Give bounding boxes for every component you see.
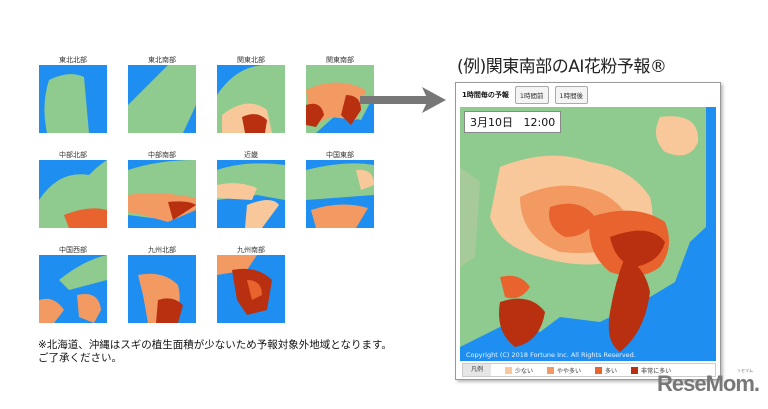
- region-thumbnail[interactable]: 東北北部: [38, 55, 108, 133]
- legend-item: やや多い: [547, 366, 581, 375]
- region-map: [39, 65, 107, 133]
- region-label: 東北南部: [148, 56, 176, 64]
- copyright: Copyright (C) 2018 Fortune Inc. All Righ…: [466, 351, 636, 359]
- note-line-2: ご了承ください。: [38, 352, 122, 364]
- region-thumbnail[interactable]: 関東南部: [305, 55, 375, 133]
- legend-item: 多い: [595, 366, 617, 375]
- region-label: 近畿: [244, 151, 258, 159]
- legend: 凡例 少ない やや多い 多い 非常に多い: [462, 363, 716, 377]
- resemom-logo: ReseMom.: [657, 371, 760, 396]
- region-map: [217, 65, 285, 133]
- region-label: 九州南部: [237, 246, 265, 254]
- region-thumbnail[interactable]: 中部南部: [127, 150, 197, 228]
- region-map: [128, 65, 196, 133]
- forecast-panel: 1時間毎の予報 1時間前 1時間後 3月10日 12:00 Copyright …: [455, 82, 721, 380]
- legend-swatch: [595, 366, 603, 374]
- region-thumbnail[interactable]: 中部北部: [38, 150, 108, 228]
- region-thumbnail[interactable]: 中国西部: [38, 245, 108, 323]
- region-map: [217, 255, 285, 323]
- region-thumbnail[interactable]: 近畿: [216, 150, 286, 228]
- legend-swatch: [505, 366, 513, 374]
- legend-label: やや多い: [557, 367, 582, 375]
- legend-swatch: [631, 366, 639, 374]
- note-line-1: ※北海道、沖縄はスギの植生面積が少ないため予報対象外地域となります。: [38, 339, 392, 351]
- legend-label: 多い: [605, 367, 618, 375]
- region-thumbnail[interactable]: 関東北部: [216, 55, 286, 133]
- region-map: [128, 255, 196, 323]
- region-label: 関東北部: [237, 56, 265, 64]
- region-label: 関東南部: [326, 56, 354, 64]
- toolbar-title: 1時間毎の予報: [462, 91, 509, 99]
- region-thumbnail[interactable]: 中国東部: [305, 150, 375, 228]
- prev-hour-button[interactable]: 1時間前: [514, 86, 549, 104]
- region-label: 中国西部: [59, 246, 87, 254]
- region-label: 九州北部: [148, 246, 176, 254]
- arrow-right-icon: [360, 87, 446, 113]
- region-label: 東北北部: [59, 56, 87, 64]
- legend-swatch: [547, 366, 555, 374]
- region-thumbnail[interactable]: 東北南部: [127, 55, 197, 133]
- legend-item: 非常に多い: [631, 366, 671, 375]
- region-thumbnail[interactable]: 九州北部: [127, 245, 197, 323]
- region-map: [217, 160, 285, 228]
- date-label: 3月10日: [470, 116, 513, 129]
- region-thumbnail[interactable]: 九州南部: [216, 245, 286, 323]
- region-map: [39, 160, 107, 228]
- legend-label: 非常に多い: [641, 367, 672, 375]
- legend-label: 少ない: [515, 367, 534, 375]
- region-map: [128, 160, 196, 228]
- logo-ruby: リセマム: [737, 368, 753, 373]
- time-label: 12:00: [523, 116, 556, 129]
- example-title: (例)関東南部のAI花粉予報®: [457, 57, 667, 77]
- region-map: [39, 255, 107, 323]
- legend-header: 凡例: [463, 364, 492, 376]
- legend-item: 少ない: [505, 366, 533, 375]
- region-map: [306, 160, 374, 228]
- region-map: [306, 65, 374, 133]
- map-graphic: [460, 107, 716, 361]
- next-hour-button[interactable]: 1時間後: [554, 86, 589, 104]
- datetime-display: 3月10日 12:00: [464, 111, 562, 133]
- region-label: 中国東部: [326, 151, 354, 159]
- disclaimer-note: ※北海道、沖縄はスギの植生面積が少ないため予報対象外地域となります。 ご了承くだ…: [38, 339, 392, 365]
- region-label: 中部北部: [59, 151, 87, 159]
- region-label: 中部南部: [148, 151, 176, 159]
- pollen-map[interactable]: 3月10日 12:00 Copyright (C) 2018 Fortune I…: [460, 107, 716, 361]
- toolbar: 1時間毎の予報 1時間前 1時間後: [462, 86, 589, 104]
